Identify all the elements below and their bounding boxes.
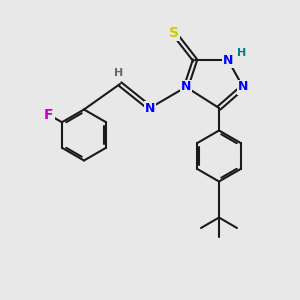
Text: N: N [145, 101, 155, 115]
Text: N: N [238, 80, 248, 94]
Text: F: F [44, 108, 54, 122]
Text: H: H [114, 68, 123, 79]
Text: N: N [181, 80, 191, 94]
Text: N: N [223, 53, 233, 67]
Text: S: S [169, 26, 179, 40]
Text: H: H [237, 47, 246, 58]
